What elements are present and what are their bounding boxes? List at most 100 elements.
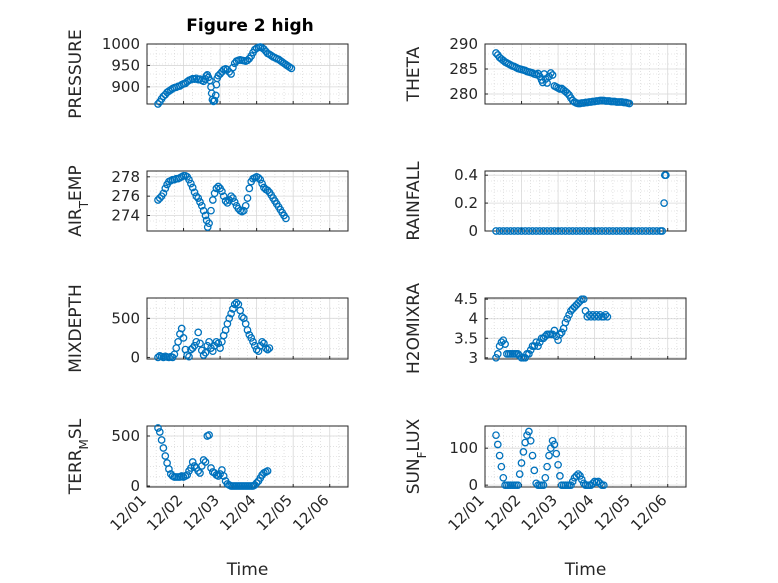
data-point — [239, 206, 248, 215]
data-point — [603, 312, 612, 321]
data-point — [499, 227, 508, 235]
x-tick-label: 12/06 — [289, 491, 332, 534]
data-point — [503, 227, 511, 235]
data-point — [214, 339, 223, 348]
data-point — [258, 337, 266, 346]
data-point — [594, 312, 603, 321]
data-point — [238, 312, 246, 321]
data-point — [554, 460, 562, 469]
axes-frame — [484, 425, 687, 488]
data-point — [535, 227, 544, 235]
data-point — [521, 227, 530, 235]
x-tick-label: 12/04 — [554, 491, 597, 534]
data-point — [199, 206, 208, 215]
data-point — [203, 223, 212, 231]
data-point — [194, 194, 203, 202]
data-point — [254, 173, 263, 182]
y-tick-label: 0 — [130, 477, 140, 495]
data-point — [514, 227, 522, 235]
y-axis-label: RAINFALL — [404, 161, 424, 241]
y-tick-label: 285 — [449, 60, 478, 78]
y-tick-label: 500 — [111, 309, 140, 327]
data-point — [525, 350, 533, 358]
data-point — [243, 194, 252, 202]
data-point — [208, 196, 217, 204]
data-point — [645, 227, 654, 235]
data-point — [596, 310, 604, 319]
data-point — [594, 227, 603, 235]
data-point — [199, 456, 208, 464]
data-point — [207, 464, 215, 472]
data-point — [229, 305, 237, 313]
y-tick-label: 4.5 — [454, 290, 478, 308]
data-point — [515, 470, 524, 478]
data-point — [576, 472, 584, 480]
data-point — [561, 227, 570, 235]
axes-frame — [146, 297, 349, 360]
data-point — [201, 458, 210, 466]
data-point — [227, 192, 235, 201]
data-point — [225, 314, 234, 323]
data-point — [258, 179, 266, 188]
data-point — [561, 318, 570, 327]
data-point — [530, 342, 539, 350]
y-tick-label: 900 — [111, 78, 140, 96]
data-point — [499, 473, 508, 482]
data-point — [567, 481, 575, 490]
data-point — [493, 350, 502, 358]
y-tick-label: 950 — [111, 56, 140, 74]
data-point — [510, 227, 519, 235]
y-tick-label: 0.2 — [454, 194, 478, 212]
x-tick-label: 12/03 — [180, 491, 223, 534]
data-point — [548, 71, 557, 79]
data-point — [285, 63, 294, 71]
data-point — [554, 227, 562, 235]
data-point — [192, 337, 201, 346]
data-point — [556, 472, 564, 480]
figure-title: Figure 2 high — [186, 16, 314, 36]
data-point — [230, 300, 239, 309]
data-point — [546, 69, 555, 77]
data-point — [499, 336, 508, 345]
y-tick-label: 4 — [468, 310, 478, 328]
data-point — [263, 186, 272, 195]
y-tick-label: 0 — [468, 222, 478, 240]
data-point — [194, 328, 203, 337]
y-axis-label: MIXDEPTH — [66, 284, 86, 373]
data-point — [260, 45, 268, 53]
data-point — [201, 348, 210, 357]
data-point — [579, 295, 588, 304]
data-point — [287, 64, 296, 73]
data-point — [497, 338, 506, 347]
data-point — [185, 352, 193, 361]
data-point — [583, 227, 592, 235]
data-point — [550, 440, 559, 449]
data-point — [282, 214, 290, 223]
y-tick-label: 3 — [468, 349, 478, 367]
y-tick-label: 0 — [468, 476, 478, 494]
data-point — [563, 314, 572, 323]
y-tick-label: 274 — [111, 207, 140, 225]
data-point — [526, 436, 535, 445]
data-point — [154, 424, 162, 432]
data-point — [229, 194, 237, 202]
data-point — [188, 183, 197, 192]
data-point — [506, 227, 515, 235]
data-point — [197, 201, 206, 210]
data-point — [492, 353, 500, 362]
y-tick-label: 276 — [111, 187, 140, 205]
data-point — [210, 96, 219, 105]
data-point — [495, 227, 504, 235]
data-point — [565, 310, 573, 319]
data-point — [599, 481, 608, 490]
data-point — [249, 337, 257, 346]
data-point — [596, 479, 604, 488]
data-point — [243, 56, 252, 65]
data-point — [557, 328, 566, 337]
x-tick-label: 12/05 — [591, 491, 634, 534]
data-point — [539, 481, 548, 490]
data-point — [530, 466, 539, 475]
